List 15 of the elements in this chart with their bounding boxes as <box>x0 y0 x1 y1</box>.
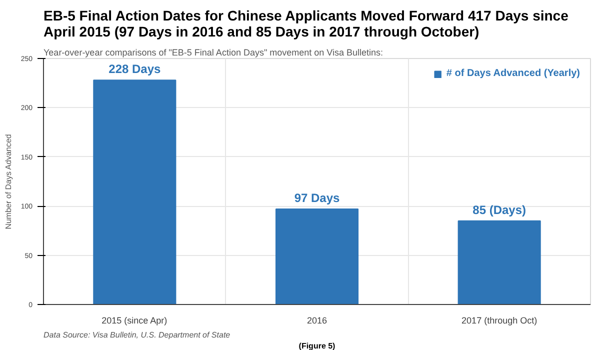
chart-subtitle: Year-over-year comparisons of "EB-5 Final Action Days" movement on Visa Bulletins: <box>44 48 384 58</box>
bar <box>458 220 541 304</box>
text: (Figure 5) <box>298 342 336 350</box>
text: 97 Days <box>294 191 340 206</box>
legend-label: # of Days Advanced (Yearly) <box>446 68 580 79</box>
x-tick-label: 2017 (through Oct) <box>462 316 538 326</box>
bar <box>93 80 176 304</box>
y-axis-title: Number of Days Advanced <box>4 134 13 230</box>
chart-title: EB-5 Final Action Dates for Chinese Applicants Moved Forward 417 Days since April 2015 (97 Days in 2016 and 85 Days in 2017 through October) <box>44 8 569 40</box>
x-tick-label: 2015 (since Apr) <box>102 316 168 326</box>
bar <box>275 208 359 304</box>
text: 228 Days <box>108 62 161 76</box>
x-tick-label: 2016 <box>306 316 328 326</box>
source-note: Data Source: Visa Bulletin, U.S. Department of State <box>44 330 231 340</box>
text: 85 (Days) <box>472 202 526 217</box>
